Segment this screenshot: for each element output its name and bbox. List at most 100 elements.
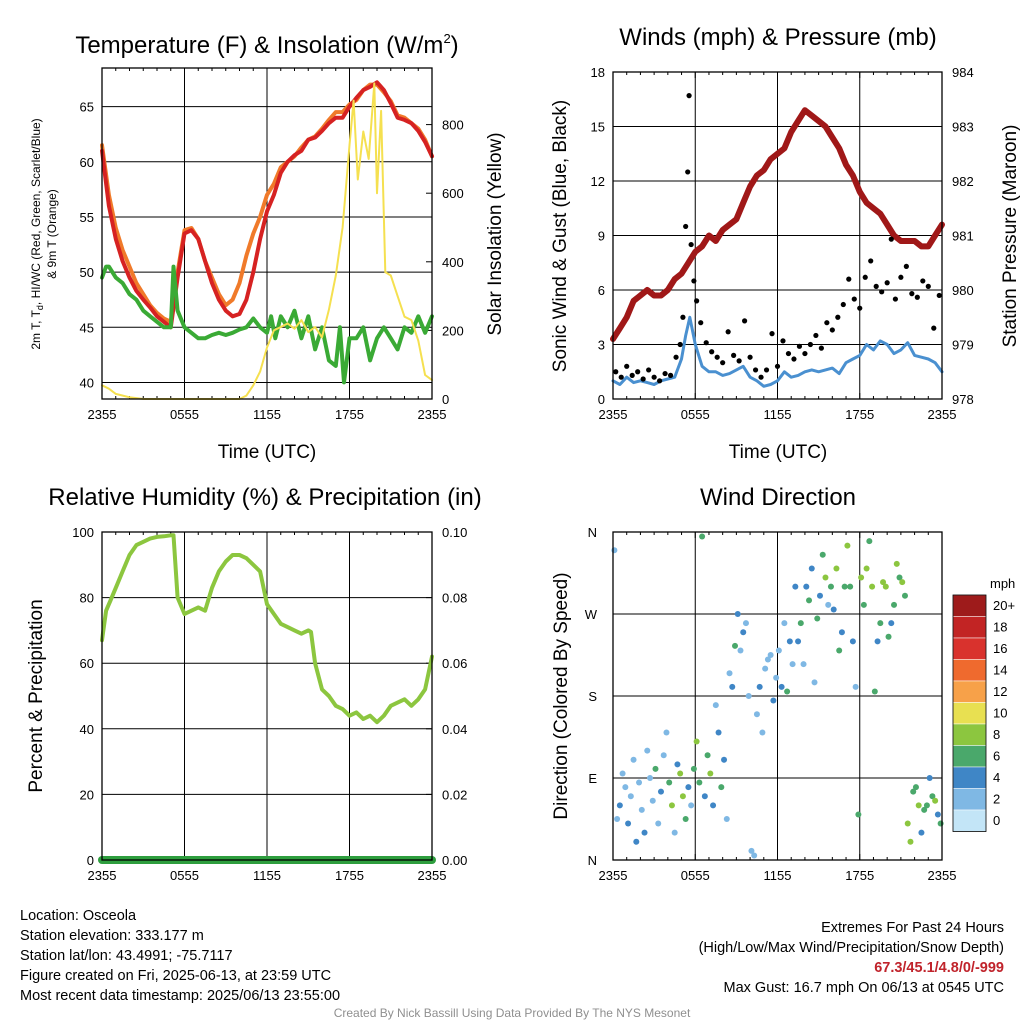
panel-title: Wind Direction [700, 484, 856, 511]
y2-tick-label: 0.02 [442, 787, 467, 802]
gust-point [736, 358, 742, 364]
direction-point [762, 665, 769, 672]
colorbar-tick-label: 20+ [993, 598, 1015, 613]
gust-point [752, 367, 759, 373]
x-tick-label: 1155 [764, 868, 792, 883]
gust-point [857, 305, 863, 311]
direction-point [679, 793, 686, 800]
direction-point [797, 620, 804, 627]
y-tick-label: S [588, 689, 597, 704]
y-tick-label: N [588, 853, 597, 868]
gust-point [688, 241, 694, 248]
y-tick-label: 0 [87, 853, 94, 868]
x-tick-label: 1155 [253, 407, 281, 422]
plot-border [101, 67, 433, 400]
direction-point [803, 583, 810, 590]
colorbar-tick-label: 0 [993, 813, 1000, 828]
gust-point [898, 274, 904, 280]
y2-tick-label: 0.06 [442, 656, 467, 671]
station-location: Location: Osceola [20, 908, 137, 924]
colorbar-border [952, 594, 987, 832]
gust-point [802, 350, 808, 357]
y-tick-label: 3 [598, 338, 605, 353]
y2-tick-label: 981 [952, 229, 974, 244]
gust-point [780, 338, 786, 344]
direction-point [647, 775, 654, 781]
direction-point [778, 683, 785, 690]
direction-point [649, 797, 656, 804]
station-info: Location: Osceola Station elevation: 333… [20, 906, 340, 1006]
y-tick-label: 60 [80, 155, 94, 170]
direction-point [759, 729, 766, 736]
direction-point [764, 656, 771, 663]
colorbar-swatch [952, 723, 987, 746]
gust-point [725, 329, 731, 335]
colorbar-swatch [952, 788, 987, 811]
gust-point [742, 318, 748, 324]
gust-point [640, 376, 646, 382]
direction-point [885, 633, 892, 640]
direction-point [921, 806, 928, 813]
direction-point [718, 784, 725, 791]
gust-point [840, 301, 846, 308]
gust-point [613, 369, 619, 375]
gust-point [785, 350, 792, 357]
y2-tick-label: 800 [442, 118, 464, 133]
direction-point [838, 629, 845, 636]
y2-tick-label: 984 [952, 65, 974, 80]
colorbar-swatch [952, 680, 987, 703]
direction-point [929, 793, 936, 800]
extremes-box: Extremes For Past 24 Hours (High/Low/Max… [699, 918, 1004, 998]
panel-temperature: 2355 0555 1155 1755 2355 40 45 50 55 60 65 0 200 400 6… [29, 31, 506, 463]
y2-tick-label: 600 [442, 186, 464, 201]
direction-point [775, 647, 782, 654]
direction-point [726, 670, 733, 677]
direction-point [882, 583, 889, 590]
direction-point [866, 538, 873, 545]
x-tick-label: 1155 [253, 868, 281, 883]
y-tick-label: 40 [80, 722, 94, 737]
y2-axis-label: Solar Insolation (Yellow) [485, 132, 506, 335]
direction-point [907, 838, 914, 845]
direction-point [871, 688, 878, 695]
colorbar-swatch [952, 702, 987, 725]
direction-point [663, 729, 670, 736]
gust-point [884, 280, 890, 286]
gust-point [662, 370, 668, 377]
direction-point [710, 802, 717, 809]
gust-point [646, 367, 652, 373]
y2-axis-label: Station Pressure (Maroon) [1000, 125, 1021, 348]
gust-point [914, 294, 920, 300]
x-tick-label: 1755 [335, 868, 364, 883]
y-tick-label: 20 [80, 787, 94, 802]
colorbar-tick-label: 2 [993, 792, 1000, 807]
direction-point [699, 533, 706, 540]
series-line [611, 315, 944, 388]
direction-point [901, 592, 908, 599]
gust-point [925, 283, 931, 289]
gust-point [846, 276, 852, 282]
direction-point [786, 638, 793, 645]
direction-point [742, 620, 749, 627]
direction-point [677, 770, 684, 777]
gust-point [629, 372, 635, 378]
direction-point [816, 592, 823, 599]
direction-point [915, 802, 922, 809]
series-line [100, 264, 434, 385]
gust-point [873, 283, 879, 289]
y2-tick-label: 980 [952, 283, 974, 298]
series-line [610, 107, 945, 342]
direction-point [934, 811, 941, 818]
y-axis-label: Sonic Wind & Gust (Blue, Black) [550, 100, 571, 372]
direction-point [682, 816, 689, 822]
y-axis-label: Direction (Colored By Speed) [551, 572, 572, 819]
y2-tick-label: 0 [442, 392, 449, 407]
direction-point [860, 601, 867, 608]
direction-point [852, 683, 859, 690]
direction-point [855, 811, 862, 818]
gust-point [698, 320, 704, 326]
y2-tick-label: 0.08 [442, 591, 467, 606]
colorbar-tick-label: 12 [993, 684, 1007, 699]
y-tick-label: 65 [80, 100, 94, 115]
direction-point [767, 652, 774, 658]
